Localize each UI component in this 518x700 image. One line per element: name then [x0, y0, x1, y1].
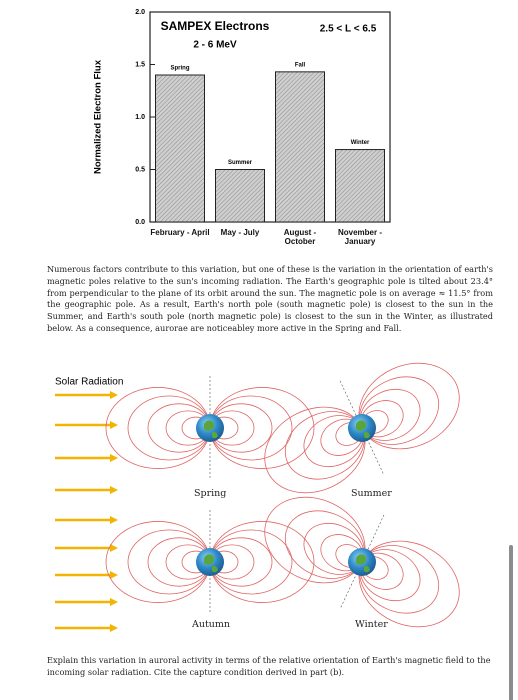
arrow-head — [110, 598, 118, 606]
field-line — [105, 521, 211, 603]
x-tick-label: August - October — [283, 228, 317, 246]
arrow-head — [110, 544, 118, 552]
x-tick-label: May - July — [220, 228, 260, 237]
radiation-label: Solar Radiation — [55, 377, 123, 388]
panel-label: Summer — [351, 488, 392, 499]
arrow-head — [110, 624, 118, 632]
arrow-head — [110, 516, 118, 524]
y-tick-label: 0.0 — [135, 219, 145, 226]
chart-subtitle: 2 - 6 MeV — [193, 40, 237, 51]
field-line — [105, 387, 211, 469]
bar-label: Fall — [295, 62, 306, 68]
field-line — [359, 545, 440, 614]
scrollbar[interactable] — [509, 545, 513, 700]
arrow-head — [110, 571, 118, 579]
question: Explain this variation in auroral activi… — [47, 655, 491, 677]
arrow-head — [110, 391, 118, 399]
y-tick-label: 2.0 — [135, 9, 145, 16]
arrow-head — [110, 486, 118, 494]
arrow-head — [110, 454, 118, 462]
panel-label: Autumn — [192, 619, 231, 630]
y-tick-label: 1.0 — [135, 114, 145, 121]
bar-label: Summer — [228, 160, 253, 166]
x-tick-label: February - April — [150, 228, 210, 237]
y-tick-label: 0.5 — [135, 166, 145, 173]
y-tick-label: 1.5 — [135, 61, 145, 68]
bar — [275, 71, 325, 223]
field-line — [359, 376, 440, 445]
land — [204, 554, 218, 573]
field-line — [284, 411, 365, 480]
y-axis-label: Normalized Electron Flux — [93, 59, 104, 174]
field-line — [209, 521, 315, 603]
bar-label: Winter — [351, 140, 370, 146]
land — [356, 420, 370, 439]
field-line — [209, 387, 315, 469]
bar — [155, 74, 205, 223]
chart: 0.0 0.5 1.0 1.5 2.0 Normalized Electron Flux S… — [93, 9, 391, 226]
land — [356, 554, 370, 573]
bar — [215, 169, 265, 223]
annotation: 2.5 < L < 6.5 — [320, 24, 377, 35]
bar-label: Spring — [171, 66, 190, 72]
land — [204, 420, 218, 439]
x-tick-label: November - January — [337, 228, 382, 246]
panel-label: Spring — [194, 488, 227, 499]
arrow-head — [110, 421, 118, 429]
bar — [335, 149, 385, 223]
panel-label: Winter — [355, 619, 388, 630]
field-line — [284, 510, 365, 579]
chart-title: SAMPEX Electrons — [161, 19, 270, 33]
paragraph: Numerous factors contribute to this vari… — [47, 264, 493, 333]
